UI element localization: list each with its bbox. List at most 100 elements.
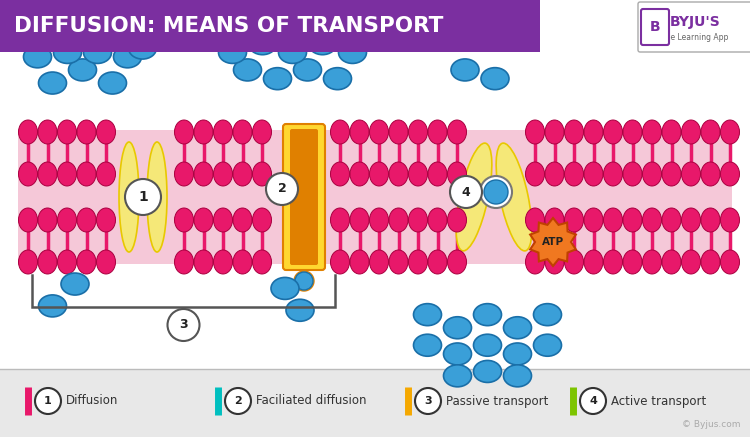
Ellipse shape [496,143,532,251]
Circle shape [480,176,512,208]
Ellipse shape [233,120,252,144]
Ellipse shape [409,208,428,232]
Ellipse shape [233,20,262,42]
Ellipse shape [218,42,247,63]
Ellipse shape [58,250,76,274]
Ellipse shape [662,208,681,232]
Ellipse shape [409,250,428,274]
FancyBboxPatch shape [641,9,669,45]
Ellipse shape [286,299,314,321]
Ellipse shape [448,162,466,186]
Ellipse shape [428,120,447,144]
Text: BYJU'S: BYJU'S [670,15,720,29]
Ellipse shape [533,304,562,326]
Ellipse shape [701,120,720,144]
Ellipse shape [643,208,662,232]
Ellipse shape [271,277,299,299]
Ellipse shape [643,120,662,144]
Text: 1: 1 [44,396,52,406]
Ellipse shape [83,42,112,63]
Ellipse shape [53,42,82,63]
Text: Passive transport: Passive transport [446,395,548,407]
Ellipse shape [443,317,472,339]
FancyBboxPatch shape [0,0,540,52]
Ellipse shape [253,250,272,274]
Ellipse shape [263,68,292,90]
Ellipse shape [370,250,388,274]
Ellipse shape [409,162,428,186]
Ellipse shape [565,162,584,186]
Ellipse shape [338,42,367,63]
Ellipse shape [97,162,116,186]
FancyBboxPatch shape [283,124,325,270]
FancyBboxPatch shape [0,369,750,437]
FancyBboxPatch shape [500,0,540,52]
Circle shape [266,173,298,205]
Text: Diffusion: Diffusion [66,395,118,407]
Ellipse shape [682,162,700,186]
Text: Active transport: Active transport [611,395,706,407]
Ellipse shape [584,162,603,186]
Ellipse shape [662,250,681,274]
Ellipse shape [23,46,52,68]
Ellipse shape [443,343,472,365]
Text: The Learning App: The Learning App [662,34,729,42]
Ellipse shape [323,20,352,42]
Ellipse shape [503,343,532,365]
FancyBboxPatch shape [290,129,318,265]
Ellipse shape [623,250,642,274]
Ellipse shape [293,59,322,81]
Ellipse shape [389,208,408,232]
Ellipse shape [19,120,38,144]
Ellipse shape [293,20,322,42]
Ellipse shape [456,143,492,251]
Ellipse shape [533,334,562,356]
Ellipse shape [233,208,252,232]
Text: © Byjus.com: © Byjus.com [682,420,740,429]
Ellipse shape [38,250,57,274]
Text: B: B [650,20,660,34]
Ellipse shape [38,208,57,232]
Ellipse shape [701,162,720,186]
Ellipse shape [443,365,472,387]
Ellipse shape [38,162,57,186]
Ellipse shape [58,162,76,186]
Ellipse shape [545,120,564,144]
Ellipse shape [97,208,116,232]
Circle shape [125,179,161,215]
Ellipse shape [19,208,38,232]
Circle shape [295,272,313,290]
Ellipse shape [61,273,89,295]
Ellipse shape [604,208,622,232]
Ellipse shape [97,120,116,144]
Ellipse shape [545,162,564,186]
Ellipse shape [584,208,603,232]
Ellipse shape [428,208,447,232]
Ellipse shape [97,250,116,274]
Circle shape [450,176,482,208]
Ellipse shape [604,120,622,144]
Ellipse shape [77,250,96,274]
Ellipse shape [98,72,127,94]
Ellipse shape [331,162,350,186]
Ellipse shape [214,120,232,144]
Text: ATP: ATP [542,237,564,247]
Ellipse shape [682,120,700,144]
Ellipse shape [721,208,740,232]
Ellipse shape [448,120,466,144]
Text: 1: 1 [138,190,148,204]
Ellipse shape [77,120,96,144]
Ellipse shape [253,120,272,144]
Ellipse shape [643,250,662,274]
Ellipse shape [526,250,544,274]
Ellipse shape [721,120,740,144]
Text: 3: 3 [424,396,432,406]
Text: 2: 2 [234,396,242,406]
Ellipse shape [38,120,57,144]
Ellipse shape [413,304,442,326]
Ellipse shape [503,365,532,387]
Ellipse shape [233,59,262,81]
Ellipse shape [350,120,369,144]
Ellipse shape [565,208,584,232]
Ellipse shape [428,162,447,186]
